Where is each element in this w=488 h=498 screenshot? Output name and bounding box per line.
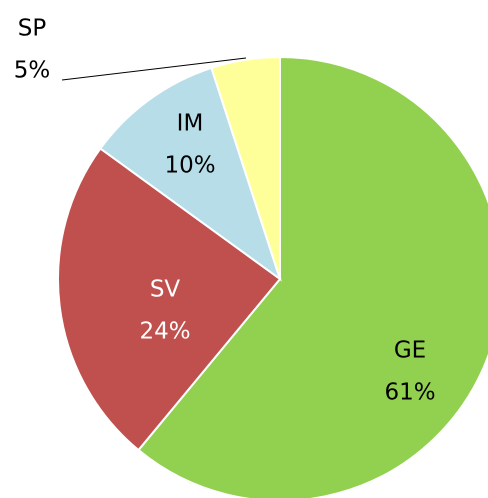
slice-value-label: 5% [14,58,51,84]
leader-line [61,57,247,81]
pie-slice [99,66,282,282]
pie-slice [137,55,488,498]
slice-value-label: 61% [384,380,435,406]
slice-value-label: 10% [164,153,215,179]
slice-name: GE [394,338,426,364]
slice-name: IM [177,111,204,137]
slice-value-label: 24% [139,319,190,345]
pie-slice [57,147,282,452]
slice-name: SV [150,277,181,303]
slice-name: SP [18,16,47,42]
pie-slice [210,55,281,280]
